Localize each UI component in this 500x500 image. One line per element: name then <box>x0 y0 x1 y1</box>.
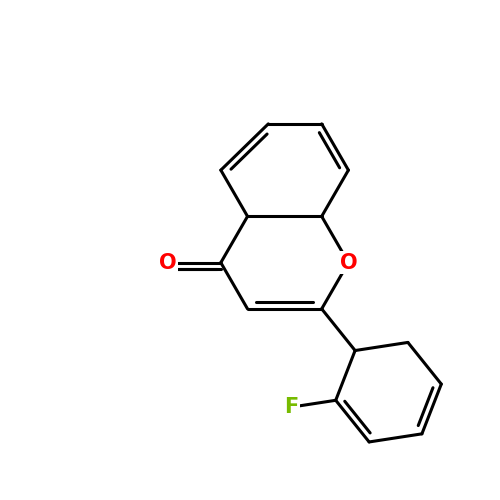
Text: O: O <box>158 252 176 272</box>
Text: F: F <box>284 397 298 417</box>
Text: O: O <box>340 252 357 272</box>
